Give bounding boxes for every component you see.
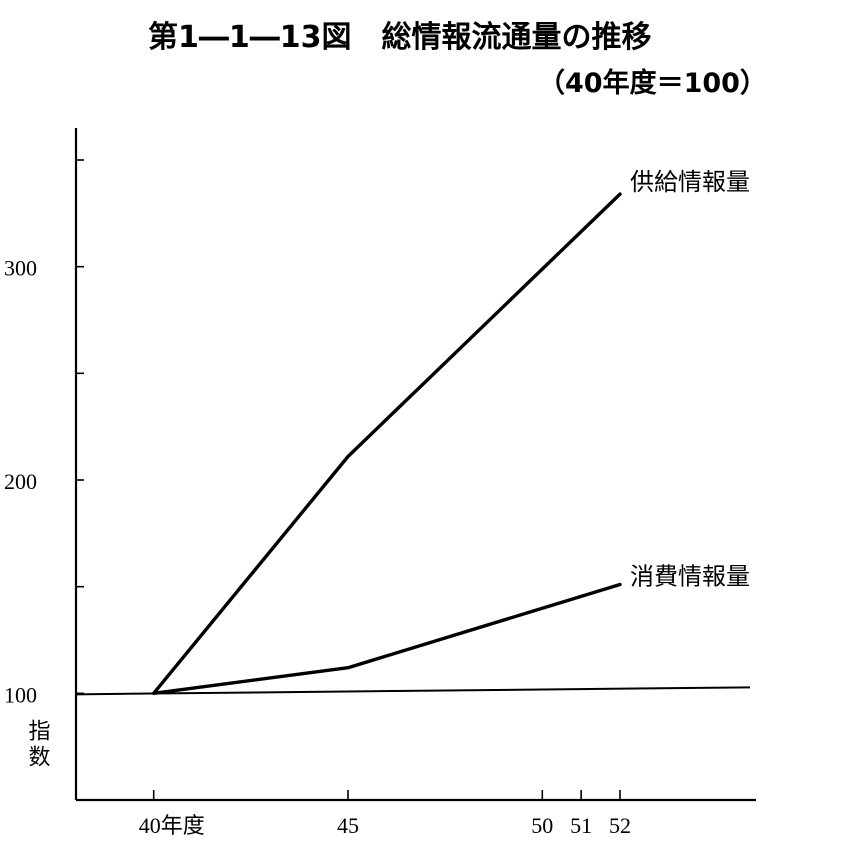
chart-subtitle: （40年度＝100） [538,67,767,99]
y-axis-label: 指数 [26,719,51,771]
x-tick-label: 40年度 [139,813,205,838]
series-lines [151,192,622,695]
x-tick-label: 51 [570,813,592,838]
series-label-1: 供給情報量 [630,168,750,196]
y-tick-label: 100 [4,682,37,707]
baseline-100 [75,686,751,696]
series-line-2 [151,582,622,695]
series-line-1 [151,192,622,695]
chart-title: 第1―1―13図 総情報流通量の推移 [148,20,652,55]
x-tick-label: 50 [531,813,553,838]
y-tick-labels: 100 200 300 [4,256,37,708]
x-ticks [152,790,621,800]
y-tick-label: 300 [4,256,37,281]
x-tick-label: 45 [337,813,359,838]
y-ticks [76,159,84,695]
x-tick-label: 52 [609,813,631,838]
x-tick-labels: 40年度 45 50 51 52 [139,813,631,838]
y-tick-label: 200 [4,469,37,494]
series-label-2: 消費情報量 [630,563,750,591]
